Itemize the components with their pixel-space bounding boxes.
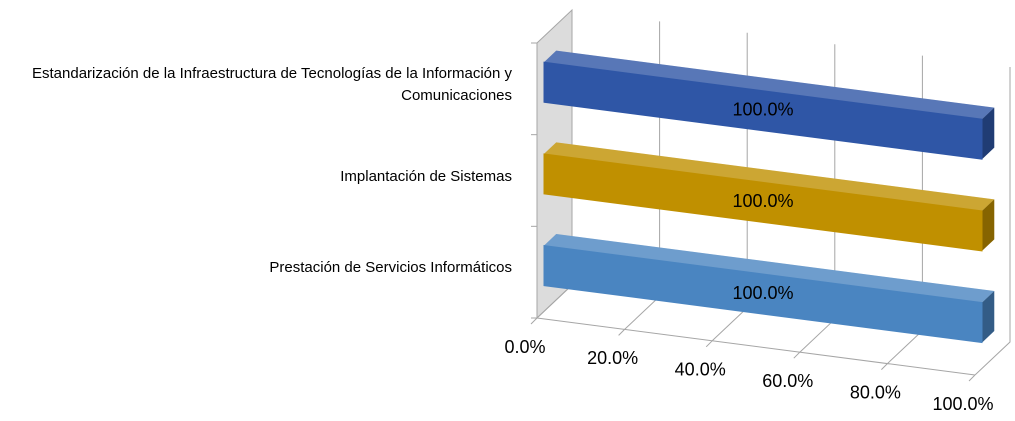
x-tick — [530, 317, 538, 325]
value-label: 100.0% — [732, 283, 793, 303]
x-tick-label: 60.0% — [762, 371, 813, 391]
bar-end-shade — [982, 291, 995, 343]
bar-top-shade — [544, 50, 995, 120]
x-tick-label: 80.0% — [850, 382, 901, 402]
category-label: Prestación de Servicios Informáticos — [269, 259, 512, 277]
x-tick-label: 20.0% — [587, 348, 638, 368]
x-tick — [793, 351, 801, 359]
value-label: 100.0% — [732, 191, 793, 211]
bar-end — [982, 291, 995, 343]
x-tick — [705, 340, 713, 348]
value-label: 100.0% — [732, 99, 793, 119]
bar — [543, 50, 995, 160]
bar-front — [543, 244, 983, 344]
bar-top — [544, 50, 995, 120]
x-axis — [536, 317, 976, 376]
x-tick-label: 40.0% — [675, 360, 726, 380]
x-tick — [881, 363, 888, 370]
bar-top — [544, 234, 995, 303]
grid-line — [974, 67, 1011, 376]
x-tick — [968, 374, 976, 382]
bar — [543, 142, 995, 252]
bar-end — [982, 199, 995, 251]
bar — [543, 234, 995, 344]
x-tick-label: 0.0% — [504, 337, 545, 357]
bar-top-shade — [544, 142, 995, 211]
bar-top-shade — [544, 234, 995, 303]
bar-end — [982, 107, 995, 160]
category-label: Estandarización de la Infraestructura de… — [32, 64, 512, 104]
category-label: Implantación de Sistemas — [340, 167, 512, 185]
bar-end-shade — [982, 107, 995, 160]
bar-end-shade — [982, 199, 995, 251]
bar-top — [544, 142, 995, 211]
bar-front — [543, 61, 983, 160]
x-tick-label: 100.0% — [932, 394, 993, 414]
bar-front — [543, 153, 983, 252]
x-tick — [618, 329, 625, 336]
